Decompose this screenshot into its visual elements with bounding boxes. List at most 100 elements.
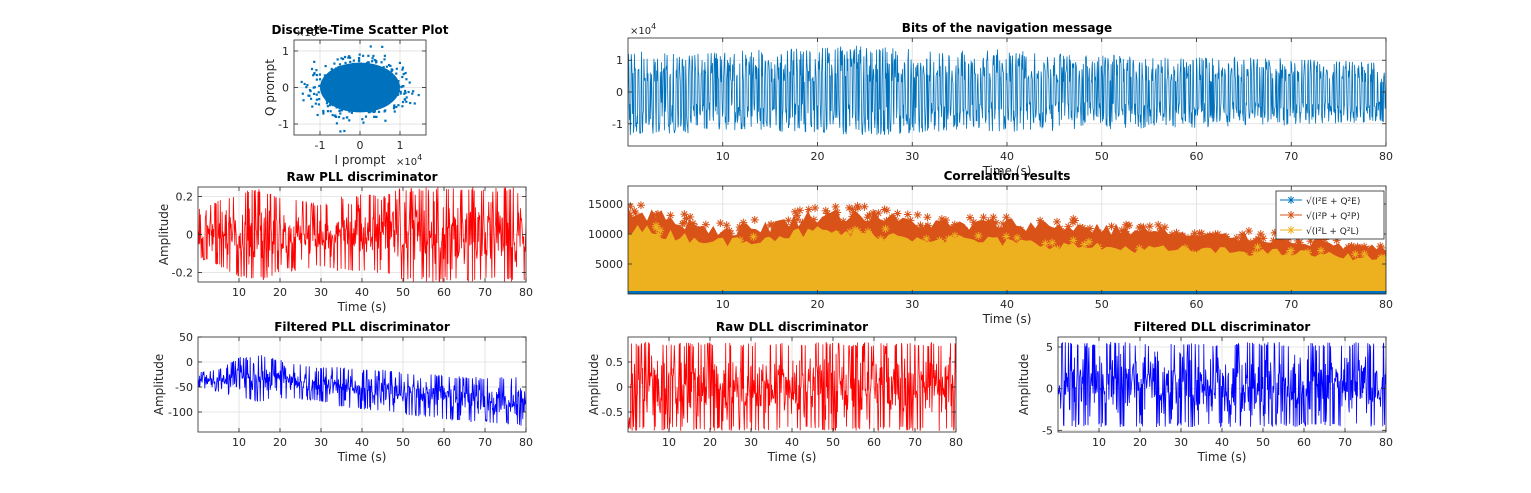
series-line	[628, 341, 956, 432]
series-marker	[876, 235, 885, 244]
y-tick-label: -1	[612, 118, 623, 131]
series-marker	[906, 216, 915, 225]
scatter-point	[368, 108, 371, 111]
data-layer	[300, 45, 420, 133]
series-marker	[846, 228, 855, 237]
series-marker	[1246, 238, 1255, 247]
series-marker	[716, 219, 725, 228]
scatter-point	[395, 84, 398, 87]
series-marker	[1048, 228, 1057, 237]
x-tick-label: 40	[1215, 436, 1229, 449]
series-marker	[969, 218, 978, 227]
y-exponent: ×104	[630, 22, 656, 37]
scatter-point	[356, 63, 359, 66]
series-marker	[1351, 250, 1360, 259]
y-tick-label: -1	[278, 118, 289, 131]
series-marker	[1189, 233, 1198, 241]
scatter-point	[409, 101, 412, 105]
series-marker	[974, 231, 983, 240]
series-marker	[678, 219, 687, 228]
series-marker	[1125, 221, 1134, 230]
scatter-point	[348, 55, 351, 58]
scatter-point	[392, 107, 396, 110]
series-marker	[680, 210, 689, 219]
series-marker	[880, 205, 889, 214]
scatter-point	[401, 66, 405, 69]
x-tick-label: 60	[1297, 436, 1311, 449]
scatter-point	[370, 60, 374, 63]
series-marker	[652, 210, 661, 219]
series-marker	[984, 217, 993, 226]
series-marker	[1160, 223, 1169, 232]
scatter-point	[365, 61, 369, 65]
scatter-point	[357, 56, 361, 60]
series-marker	[655, 215, 664, 224]
scatter-point	[308, 88, 312, 92]
series-marker	[1256, 230, 1265, 239]
series-marker	[1121, 227, 1130, 236]
scatter-point	[327, 75, 330, 78]
x-tick-label: 80	[519, 436, 533, 449]
series-marker	[1036, 216, 1045, 225]
scatter-point	[322, 112, 325, 115]
scatter-point	[388, 101, 391, 104]
y-tick-label: 1	[282, 45, 289, 58]
scatter-point	[393, 110, 396, 113]
scatter-point	[324, 64, 327, 68]
y-axis-label: Amplitude	[157, 204, 171, 266]
scatter-point	[395, 79, 398, 82]
scatter-point	[388, 94, 392, 97]
series-marker	[1078, 223, 1087, 232]
x-tick-label: 50	[826, 436, 840, 449]
series-marker	[1320, 235, 1329, 244]
scatter-point	[317, 103, 320, 106]
scatter-point	[373, 110, 376, 113]
x-tick-label: 70	[478, 286, 492, 299]
scatter-point	[364, 67, 367, 70]
x-tick-label: 70	[478, 436, 492, 449]
series-marker	[882, 206, 891, 215]
series-marker	[788, 222, 797, 231]
legend-marker	[1287, 226, 1295, 234]
chart-title: Bits of the navigation message	[902, 21, 1112, 35]
series-marker	[1107, 222, 1116, 231]
x-tick-label: 20	[703, 436, 717, 449]
x-tick-label: 30	[905, 150, 919, 163]
scatter-point	[385, 65, 389, 68]
series-marker	[636, 231, 645, 240]
series-marker	[1048, 238, 1057, 247]
series-marker	[845, 203, 854, 212]
data-layer	[198, 187, 526, 282]
series-marker	[725, 226, 734, 235]
x-tick-label: 70	[1284, 298, 1298, 311]
scatter-point	[395, 67, 398, 70]
scatter-point	[402, 72, 405, 76]
series-marker	[1255, 252, 1264, 261]
series-marker	[1371, 249, 1380, 258]
series-marker	[1122, 220, 1131, 229]
x-tick-label: 80	[1379, 436, 1393, 449]
series-marker	[853, 203, 862, 212]
scatter-point	[372, 54, 375, 58]
scatter-point	[313, 92, 316, 95]
scatter-point	[328, 90, 332, 93]
scatter-point	[358, 53, 361, 56]
scatter-point	[389, 89, 392, 92]
series-marker	[628, 211, 633, 220]
scatter-point	[349, 107, 353, 110]
scatter-point	[321, 80, 324, 84]
series-marker	[881, 224, 890, 233]
scatter-point	[396, 93, 400, 96]
scatter-point	[377, 110, 381, 113]
series-marker	[1002, 232, 1011, 241]
series-marker	[656, 226, 665, 235]
series-marker	[1057, 229, 1066, 238]
scatter-point	[341, 57, 345, 61]
series-marker	[831, 202, 840, 211]
series-marker	[1379, 254, 1386, 263]
x-tick-label: 30	[314, 436, 328, 449]
series-marker	[882, 216, 891, 225]
series-marker	[1139, 223, 1148, 232]
series-marker	[1075, 223, 1084, 232]
series-marker	[746, 228, 755, 237]
